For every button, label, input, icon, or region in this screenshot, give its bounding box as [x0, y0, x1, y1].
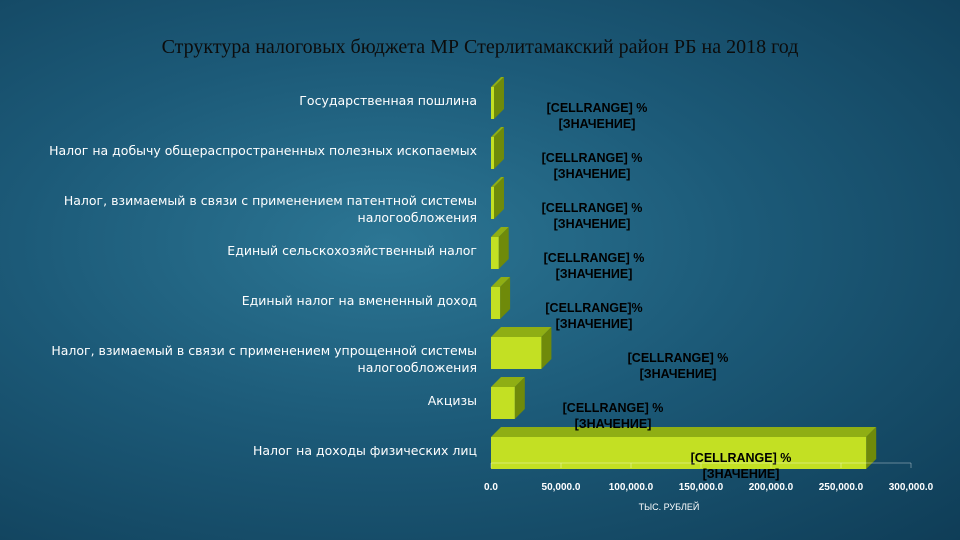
bar — [491, 377, 525, 419]
bar-front — [491, 237, 499, 269]
bar-side — [866, 427, 877, 469]
bar-top — [491, 227, 509, 237]
x-axis: 0.0 50,000.0 100,000.0 150,000.0 200,000.0 25… — [484, 462, 934, 493]
data-label: [CELLRANGE] % [ЗНАЧЕНИЕ] — [563, 401, 664, 431]
category-label: Налог, взимаемый в связи с применением у… — [51, 343, 477, 375]
x-tick-label: 150,000.0 — [679, 482, 724, 493]
bar-top — [491, 277, 511, 287]
data-label: [CELLRANGE] % [ЗНАЧЕНИЕ] — [628, 351, 729, 381]
bar-top — [491, 127, 504, 137]
bar-side — [500, 277, 511, 319]
bar-front — [491, 437, 867, 469]
bar-side — [498, 227, 509, 269]
chart-title: Структура налоговых бюджета МР Стерлитам… — [161, 36, 799, 58]
data-label: [CELLRANGE] % [ЗНАЧЕНИЕ] — [544, 251, 645, 281]
data-label: [CELLRANGE] % [ЗНАЧЕНИЕ] — [691, 451, 792, 481]
bars — [491, 77, 877, 469]
category-label: Единый налог на вмененный доход — [242, 293, 477, 308]
data-label: [CELLRANGE]% [ЗНАЧЕНИЕ] — [545, 301, 642, 331]
bar-top — [491, 427, 877, 437]
category-label: Налог, взимаемый в связи с применением п… — [64, 193, 477, 225]
bar-side — [514, 377, 525, 419]
bar — [491, 327, 552, 369]
bar-front — [491, 287, 501, 319]
bar — [491, 127, 504, 169]
data-label: [CELLRANGE] % [ЗНАЧЕНИЕ] — [542, 151, 643, 181]
bar-front — [491, 137, 494, 169]
x-tick-label: 250,000.0 — [819, 482, 864, 493]
bar-front — [491, 387, 515, 419]
bar-top — [491, 327, 552, 337]
bar — [491, 227, 509, 269]
bar-side — [494, 177, 504, 219]
bar-side — [541, 327, 552, 369]
x-tick-label: 50,000.0 — [542, 482, 581, 493]
bar — [491, 277, 511, 319]
bar-top — [491, 77, 504, 87]
bar-front — [491, 337, 542, 369]
data-label: [CELLRANGE] % [ЗНАЧЕНИЕ] — [547, 101, 648, 131]
bar-top — [491, 177, 504, 187]
bar — [491, 177, 504, 219]
category-label: Налог на добычу общераспространенных пол… — [49, 143, 477, 158]
category-labels: Государственная пошлина Налог на добычу о… — [49, 93, 477, 458]
data-labels: [CELLRANGE] % [ЗНАЧЕНИЕ] [CELLRANGE] % [ЗНА… — [542, 101, 792, 481]
bar-front — [491, 87, 494, 119]
bar-front — [491, 187, 494, 219]
data-label: [CELLRANGE] % [ЗНАЧЕНИЕ] — [542, 201, 643, 231]
x-tick-label: 300,000.0 — [889, 482, 934, 493]
category-label: Единый сельскохозяйственный налог — [227, 243, 477, 258]
bar-side — [494, 77, 504, 119]
x-tick-label: 200,000.0 — [749, 482, 794, 493]
category-label: Налог на доходы физических лиц — [253, 443, 477, 458]
x-tick-label: 100,000.0 — [609, 482, 654, 493]
x-tick-label: 0.0 — [484, 482, 498, 493]
bar-top — [491, 377, 525, 387]
category-label: Государственная пошлина — [299, 93, 477, 108]
bar-side — [494, 127, 504, 169]
x-axis-title: ТЫС. РУБЛЕЙ — [639, 501, 700, 512]
category-label: Акцизы — [428, 393, 477, 408]
bar — [491, 427, 877, 469]
bar — [491, 77, 504, 119]
